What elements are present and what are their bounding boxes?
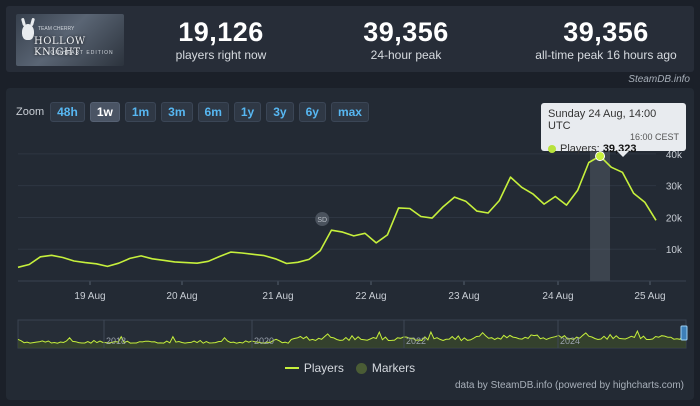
line-swatch-icon	[284, 367, 299, 369]
navigator-year-label: 2020	[254, 336, 274, 346]
y-tick-label: 20k	[666, 213, 683, 224]
chart-panel: 10k 20k 30k 40k SD 19 Aug 20 Aug 21 Aug 22 Aug 23…	[6, 88, 694, 400]
zoom-3y-button[interactable]: 3y	[266, 102, 294, 122]
game-logo-text: HOLLOW KNIGHT	[34, 36, 86, 58]
legend-players[interactable]: Players	[284, 361, 344, 375]
navigator-handle[interactable]	[680, 325, 688, 341]
chart-tooltip: Sunday 24 Aug, 14:00 UTC 16:00 CEST Play…	[541, 103, 686, 157]
zoom-6y-button[interactable]: 6y	[298, 102, 326, 122]
tooltip-value: 39,323	[602, 143, 637, 155]
marker-sd[interactable]	[315, 212, 330, 226]
navigator-year-label: 2022	[406, 336, 426, 346]
x-tick-label: 25 Aug	[634, 291, 665, 302]
players-series-line[interactable]	[17, 155, 657, 269]
tooltip-local-time: 16:00 CEST	[629, 132, 679, 142]
game-header-image[interactable]: TEAM CHERRY HOLLOW KNIGHT VOIDHEART EDIT…	[16, 14, 124, 66]
zoom-3m-button[interactable]: 3m	[161, 102, 193, 122]
hover-point[interactable]	[595, 151, 606, 162]
x-tick-label: 22 Aug	[355, 291, 386, 302]
zoom-1w-button[interactable]: 1w	[89, 102, 120, 122]
knight-icon	[22, 24, 34, 40]
navigator-year-label: 2024	[560, 336, 580, 346]
stat-label: players right now	[175, 48, 267, 62]
legend-markers[interactable]: Markers	[355, 361, 416, 375]
x-tick-label: 21 Aug	[262, 291, 293, 302]
zoom-1y-button[interactable]: 1y	[233, 102, 262, 122]
zoom-max-button[interactable]: max	[330, 102, 369, 122]
player-chart[interactable]: 10k 20k 30k 40k SD 19 Aug 20 Aug 21 Aug 22 Aug 23…	[6, 88, 694, 400]
steamdb-credit-link[interactable]: SteamDB.info	[628, 74, 690, 85]
navigator-line	[17, 329, 687, 344]
logo-subtext-2: VOIDHEART EDITION	[46, 50, 114, 56]
marker-sd-label: SD	[317, 217, 327, 224]
x-tick-label: 19 Aug	[74, 291, 105, 302]
stat-value: 39,356	[563, 17, 649, 47]
stat-all-time-peak: 39,356 all-time peak 16 hours ago	[526, 16, 686, 62]
navigator-area	[18, 331, 686, 348]
series-dot-icon	[548, 145, 556, 154]
tooltip-series-name: Players:	[560, 143, 600, 155]
marker-swatch-icon	[355, 362, 367, 374]
zoom-label: Zoom	[16, 106, 45, 118]
navigator-year-label: 2018	[106, 336, 126, 346]
y-tick-label: 30k	[666, 182, 683, 193]
stat-24h-peak: 39,356 24-hour peak	[341, 16, 471, 62]
logo-subtext: TEAM CHERRY	[38, 26, 75, 32]
stat-value: 19,126	[178, 17, 264, 47]
y-tick-label: 40k	[666, 150, 683, 161]
highcharts-credit[interactable]: data by SteamDB.info (powered by highcha…	[455, 380, 684, 391]
zoom-6m-button[interactable]: 6m	[197, 102, 229, 122]
legend-markers-label: Markers	[371, 361, 416, 375]
zoom-1m-button[interactable]: 1m	[124, 102, 157, 122]
zoom-48h-button[interactable]: 48h	[50, 102, 85, 122]
zoom-bar: Zoom 48h 1w 1m 3m 6m 1y 3y 6y max	[16, 102, 374, 122]
hover-band	[590, 108, 611, 281]
y-tick-label: 10k	[666, 245, 683, 256]
stat-label: 24-hour peak	[370, 48, 442, 62]
tooltip-date: Sunday 24 Aug, 14:00 UTC	[548, 108, 657, 132]
stat-current-players: 19,126 players right now	[156, 16, 286, 62]
stat-label: all-time peak 16 hours ago	[535, 48, 677, 62]
chart-legend: Players Markers	[6, 361, 694, 375]
stat-value: 39,356	[363, 17, 449, 47]
stats-bar: TEAM CHERRY HOLLOW KNIGHT VOIDHEART EDIT…	[6, 6, 694, 72]
tooltip-value-row: Players: 39,323	[548, 143, 679, 155]
x-tick-label: 24 Aug	[542, 291, 573, 302]
legend-players-label: Players	[303, 361, 344, 375]
x-tick-label: 20 Aug	[166, 291, 197, 302]
x-tick-label: 23 Aug	[448, 291, 479, 302]
